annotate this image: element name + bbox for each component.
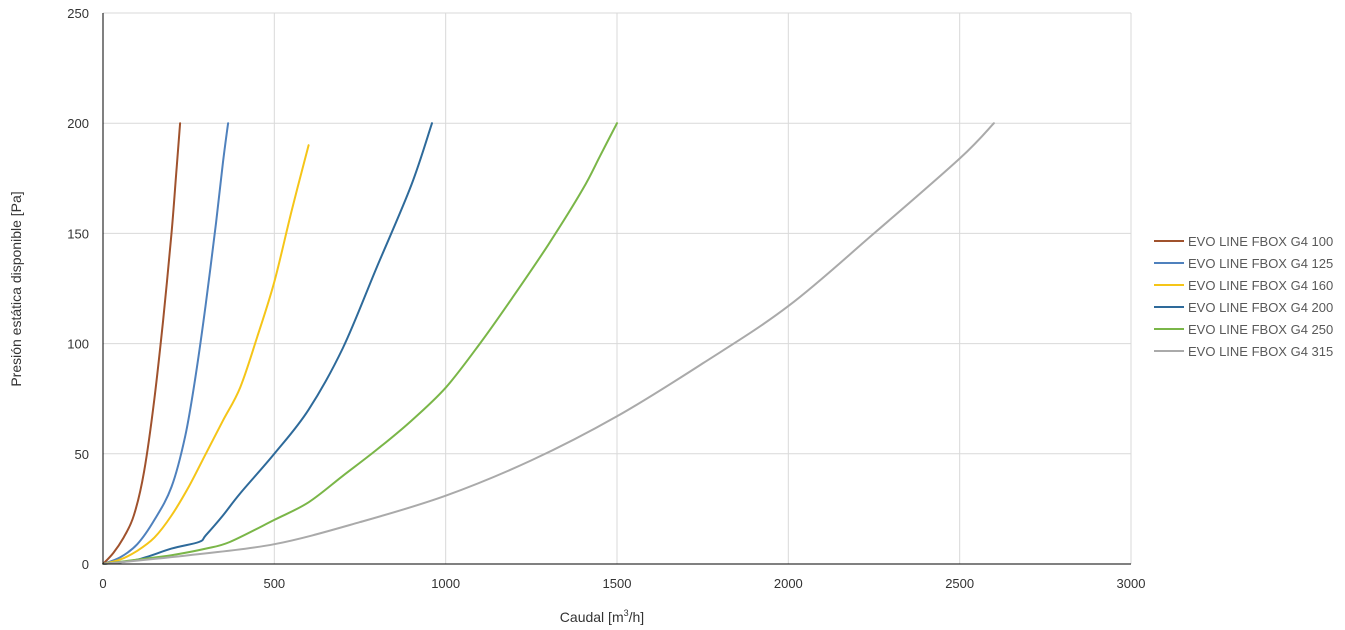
y-tick-label: 150 (67, 226, 89, 241)
y-tick-label: 250 (67, 6, 89, 21)
axes (102, 13, 1131, 565)
series-line-5 (102, 122, 618, 565)
x-axis-title-suffix: /h] (629, 609, 645, 625)
series-line-3 (102, 144, 310, 565)
legend-label: EVO LINE FBOX G4 160 (1188, 278, 1333, 293)
y-tick-label: 50 (75, 447, 89, 462)
x-tick-label: 2000 (774, 576, 803, 591)
x-tick-label: 1500 (603, 576, 632, 591)
legend: EVO LINE FBOX G4 100 EVO LINE FBOX G4 125… (1154, 234, 1333, 359)
x-axis-title: Caudal [m3/h] (560, 608, 644, 625)
x-tick-label: 1000 (431, 576, 460, 591)
series-line-6 (102, 122, 995, 565)
y-tick-label: 0 (82, 557, 89, 572)
series-line-2 (102, 122, 230, 565)
series-line-4 (102, 122, 433, 565)
x-tick-label: 2500 (945, 576, 974, 591)
y-tick-label: 200 (67, 116, 89, 131)
x-tick-label: 3000 (1117, 576, 1146, 591)
legend-label: EVO LINE FBOX G4 125 (1188, 256, 1333, 271)
x-axis-title-prefix: Caudal [m (560, 609, 624, 625)
tick-labels: 0 500 1000 1500 2000 2500 3000 0 50 100 150 200 250 (67, 6, 1145, 591)
x-tick-label: 0 (99, 576, 106, 591)
x-axis-title-superscript: 3 (624, 608, 629, 618)
grid (103, 12, 1132, 564)
series-group (102, 122, 995, 565)
y-axis-title: Presión estática disponible [Pa] (8, 191, 24, 386)
y-tick-label: 100 (67, 337, 89, 352)
legend-label: EVO LINE FBOX G4 315 (1188, 344, 1333, 359)
series-line-1 (102, 122, 182, 565)
legend-label: EVO LINE FBOX G4 200 (1188, 300, 1333, 315)
legend-label: EVO LINE FBOX G4 100 (1188, 234, 1333, 249)
x-tick-label: 500 (263, 576, 285, 591)
legend-label: EVO LINE FBOX G4 250 (1188, 322, 1333, 337)
